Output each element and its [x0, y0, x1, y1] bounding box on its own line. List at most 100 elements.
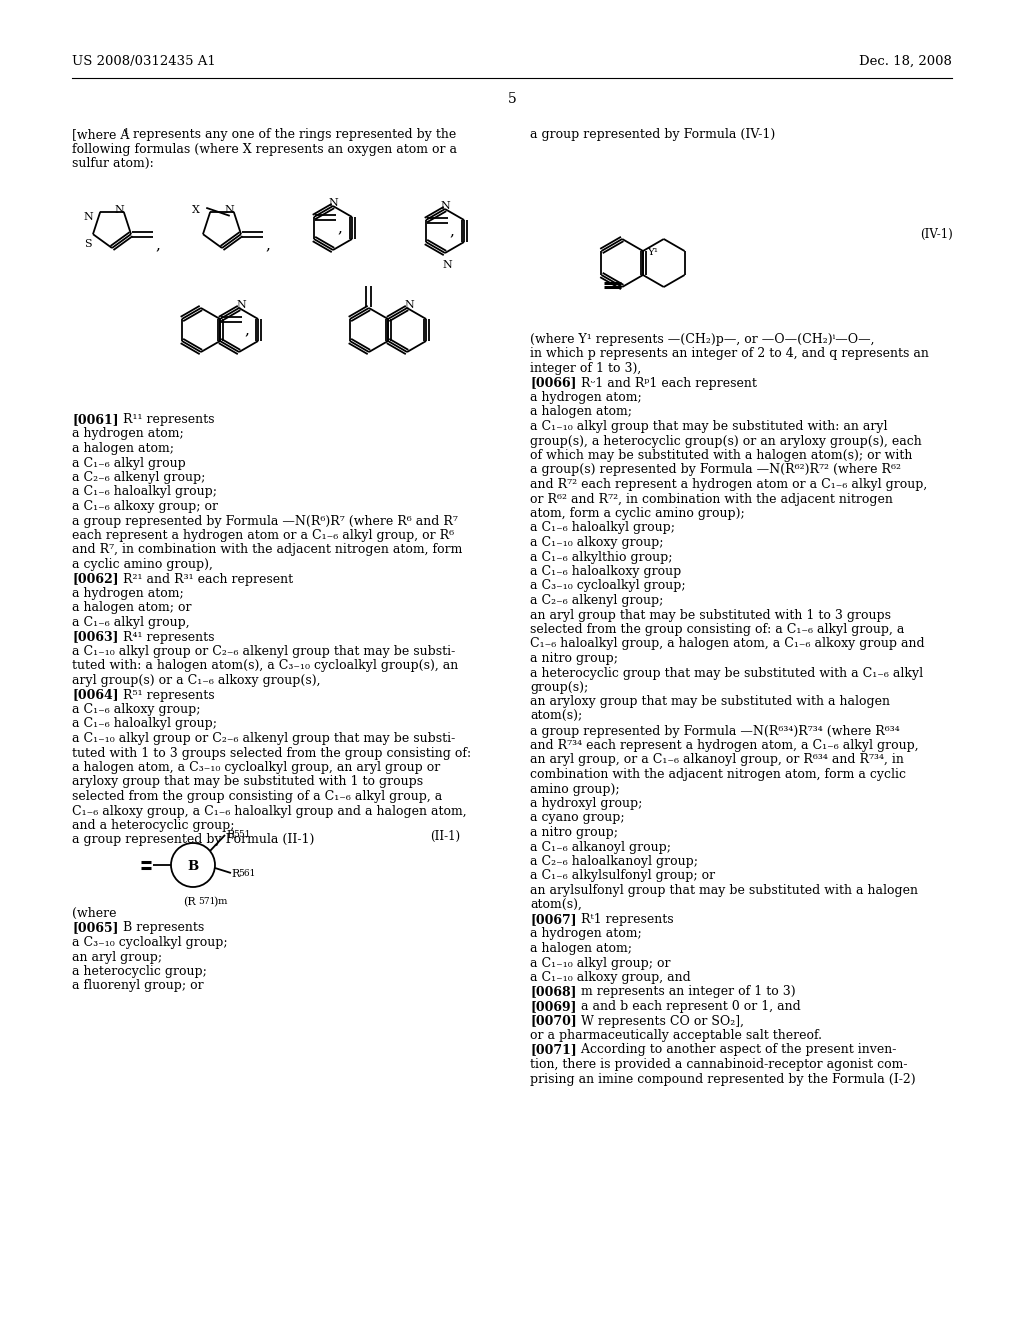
Text: of which may be substituted with a halogen atom(s); or with: of which may be substituted with a halog…: [530, 449, 912, 462]
Text: a C₁₋₁₀ alkyl group or C₂₋₆ alkenyl group that may be substi-: a C₁₋₁₀ alkyl group or C₂₋₆ alkenyl grou…: [72, 645, 456, 657]
Text: R¹¹ represents: R¹¹ represents: [106, 413, 214, 426]
Text: a C₁₋₁₀ alkyl group; or: a C₁₋₁₀ alkyl group; or: [530, 957, 671, 969]
Text: [0070]: [0070]: [530, 1015, 577, 1027]
Text: a C₁₋₁₀ alkoxy group, and: a C₁₋₁₀ alkoxy group, and: [530, 972, 691, 983]
Text: tuted with 1 to 3 groups selected from the group consisting of:: tuted with 1 to 3 groups selected from t…: [72, 747, 471, 759]
Text: a C₂₋₆ alkenyl group;: a C₂₋₆ alkenyl group;: [72, 471, 206, 484]
Text: Dec. 18, 2008: Dec. 18, 2008: [859, 55, 952, 69]
Text: an arylsulfonyl group that may be substituted with a halogen: an arylsulfonyl group that may be substi…: [530, 884, 918, 898]
Text: m represents an integer of 1 to 3): m represents an integer of 1 to 3): [565, 986, 796, 998]
Text: an aryl group that may be substituted with 1 to 3 groups: an aryl group that may be substituted wi…: [530, 609, 891, 622]
Text: US 2008/0312435 A1: US 2008/0312435 A1: [72, 55, 216, 69]
Text: ,: ,: [265, 238, 270, 252]
Text: atom(s),: atom(s),: [530, 899, 582, 912]
Text: [0071]: [0071]: [530, 1044, 577, 1056]
Text: or a pharmaceutically acceptable salt thereof.: or a pharmaceutically acceptable salt th…: [530, 1030, 822, 1041]
Text: in which p represents an integer of 2 to 4, and q represents an: in which p represents an integer of 2 to…: [530, 347, 929, 360]
Text: X: X: [193, 205, 200, 215]
Text: group(s), a heterocyclic group(s) or an aryloxy group(s), each: group(s), a heterocyclic group(s) or an …: [530, 434, 922, 447]
Text: an aryloxy group that may be substituted with a halogen: an aryloxy group that may be substituted…: [530, 696, 890, 709]
Text: Rᵕ1 and Rᵖ1 each represent: Rᵕ1 and Rᵖ1 each represent: [565, 376, 757, 389]
Text: a group(s) represented by Formula —N(R⁶²)R⁷² (where R⁶²: a group(s) represented by Formula —N(R⁶²…: [530, 463, 901, 477]
Text: sulfur atom):: sulfur atom):: [72, 157, 154, 170]
Text: aryloxy group that may be substituted with 1 to groups: aryloxy group that may be substituted wi…: [72, 776, 423, 788]
Text: a heterocyclic group that may be substituted with a C₁₋₆ alkyl: a heterocyclic group that may be substit…: [530, 667, 923, 680]
Text: a heterocyclic group;: a heterocyclic group;: [72, 965, 207, 978]
Text: N: N: [115, 205, 125, 215]
Text: a C₁₋₆ alkyl group,: a C₁₋₆ alkyl group,: [72, 616, 189, 630]
Text: a halogen atom;: a halogen atom;: [530, 405, 632, 418]
Text: According to another aspect of the present inven-: According to another aspect of the prese…: [565, 1044, 896, 1056]
Text: a and b each represent 0 or 1, and: a and b each represent 0 or 1, and: [565, 1001, 801, 1012]
Text: and R⁷³⁴ each represent a hydrogen atom, a C₁₋₆ alkyl group,: and R⁷³⁴ each represent a hydrogen atom,…: [530, 739, 919, 752]
Text: following formulas (where X represents an oxygen atom or a: following formulas (where X represents a…: [72, 143, 457, 156]
Text: R²¹ and R³¹ each represent: R²¹ and R³¹ each represent: [106, 573, 293, 586]
Text: 571: 571: [198, 898, 215, 906]
Text: [0066]: [0066]: [530, 376, 577, 389]
Text: R: R: [226, 830, 234, 840]
Text: atom, form a cyclic amino group);: atom, form a cyclic amino group);: [530, 507, 744, 520]
Text: a C₁₋₆ alkyl group: a C₁₋₆ alkyl group: [72, 457, 185, 470]
Text: B represents: B represents: [106, 921, 204, 935]
Text: a group represented by Formula (IV-1): a group represented by Formula (IV-1): [530, 128, 775, 141]
Text: N: N: [442, 260, 452, 271]
Text: represents any one of the rings represented by the: represents any one of the rings represen…: [129, 128, 457, 141]
Text: a C₁₋₆ alkoxy group; or: a C₁₋₆ alkoxy group; or: [72, 500, 218, 513]
Text: a C₂₋₆ alkenyl group;: a C₂₋₆ alkenyl group;: [530, 594, 664, 607]
Text: a fluorenyl group; or: a fluorenyl group; or: [72, 979, 204, 993]
Text: N: N: [237, 300, 246, 310]
Text: [0065]: [0065]: [72, 921, 119, 935]
Text: ,: ,: [338, 220, 343, 235]
Text: [0067]: [0067]: [530, 913, 577, 927]
Text: a C₁₋₆ haloalkyl group;: a C₁₋₆ haloalkyl group;: [530, 521, 675, 535]
Text: C₁₋₆ haloalkyl group, a halogen atom, a C₁₋₆ alkoxy group and: C₁₋₆ haloalkyl group, a halogen atom, a …: [530, 638, 925, 651]
Text: a C₃₋₁₀ cycloalkyl group;: a C₃₋₁₀ cycloalkyl group;: [72, 936, 227, 949]
Text: selected from the group consisting of: a C₁₋₆ alkyl group, a: selected from the group consisting of: a…: [530, 623, 904, 636]
Text: a hydrogen atom;: a hydrogen atom;: [530, 928, 642, 940]
Text: W represents CO or SO₂],: W represents CO or SO₂],: [565, 1015, 743, 1027]
Text: and R⁷, in combination with the adjacent nitrogen atom, form: and R⁷, in combination with the adjacent…: [72, 544, 463, 557]
Text: [0061]: [0061]: [72, 413, 119, 426]
Text: a C₁₋₆ haloalkyl group;: a C₁₋₆ haloalkyl group;: [72, 486, 217, 499]
Text: Rᵗ1 represents: Rᵗ1 represents: [565, 913, 674, 927]
Text: a C₁₋₆ alkylthio group;: a C₁₋₆ alkylthio group;: [530, 550, 673, 564]
Text: 551: 551: [233, 830, 251, 840]
Text: a hydrogen atom;: a hydrogen atom;: [72, 587, 183, 601]
Text: combination with the adjacent nitrogen atom, form a cyclic: combination with the adjacent nitrogen a…: [530, 768, 906, 781]
Text: a cyano group;: a cyano group;: [530, 812, 625, 825]
Text: a C₃₋₁₀ cycloalkyl group;: a C₃₋₁₀ cycloalkyl group;: [530, 579, 686, 593]
Text: a C₁₋₆ haloalkoxy group: a C₁₋₆ haloalkoxy group: [530, 565, 681, 578]
Text: amino group);: amino group);: [530, 783, 620, 796]
Text: R⁵¹ represents: R⁵¹ represents: [106, 689, 214, 701]
Text: [0062]: [0062]: [72, 573, 119, 586]
Text: selected from the group consisting of a C₁₋₆ alkyl group, a: selected from the group consisting of a …: [72, 789, 442, 803]
Text: aryl group(s) or a C₁₋₆ alkoxy group(s),: aryl group(s) or a C₁₋₆ alkoxy group(s),: [72, 675, 321, 686]
Text: tion, there is provided a cannabinoid-receptor agonist com-: tion, there is provided a cannabinoid-re…: [530, 1059, 907, 1071]
Text: ): ): [213, 898, 217, 907]
Text: a cyclic amino group),: a cyclic amino group),: [72, 558, 213, 572]
Text: tuted with: a halogen atom(s), a C₃₋₁₀ cycloalkyl group(s), an: tuted with: a halogen atom(s), a C₃₋₁₀ c…: [72, 660, 459, 672]
Text: a C₁₋₁₀ alkoxy group;: a C₁₋₁₀ alkoxy group;: [530, 536, 664, 549]
Text: C₁₋₆ alkoxy group, a C₁₋₆ haloalkyl group and a halogen atom,: C₁₋₆ alkoxy group, a C₁₋₆ haloalkyl grou…: [72, 804, 467, 817]
Text: a C₁₋₆ alkylsulfonyl group; or: a C₁₋₆ alkylsulfonyl group; or: [530, 870, 715, 883]
Text: Y¹: Y¹: [647, 248, 658, 257]
Text: a C₁₋₆ haloalkyl group;: a C₁₋₆ haloalkyl group;: [72, 718, 217, 730]
Text: a group represented by Formula (II-1): a group represented by Formula (II-1): [72, 833, 314, 846]
Text: [0063]: [0063]: [72, 631, 119, 644]
Text: a halogen atom; or: a halogen atom; or: [72, 602, 191, 615]
Text: R⁴¹ represents: R⁴¹ represents: [106, 631, 214, 644]
Text: 561: 561: [238, 869, 255, 878]
Text: a halogen atom, a C₃₋₁₀ cycloalkyl group, an aryl group or: a halogen atom, a C₃₋₁₀ cycloalkyl group…: [72, 762, 440, 774]
Text: a nitro group;: a nitro group;: [530, 652, 618, 665]
Text: (where Y¹ represents —(CH₂)p—, or —O—(CH₂)ⁱ—O—,: (where Y¹ represents —(CH₂)p—, or —O—(CH…: [530, 333, 874, 346]
Text: [0069]: [0069]: [530, 1001, 577, 1012]
Text: a C₁₋₆ alkanoyl group;: a C₁₋₆ alkanoyl group;: [530, 841, 671, 854]
Text: (IV-1): (IV-1): [921, 228, 953, 242]
Text: R: R: [231, 869, 240, 879]
Text: [0068]: [0068]: [530, 986, 577, 998]
Text: integer of 1 to 3),: integer of 1 to 3),: [530, 362, 641, 375]
Text: a group represented by Formula —N(R⁶³⁴)R⁷³⁴ (where R⁶³⁴: a group represented by Formula —N(R⁶³⁴)R…: [530, 725, 900, 738]
Text: a C₁₋₆ alkoxy group;: a C₁₋₆ alkoxy group;: [72, 704, 201, 715]
Text: ,: ,: [244, 323, 249, 337]
Text: 1: 1: [124, 128, 129, 136]
